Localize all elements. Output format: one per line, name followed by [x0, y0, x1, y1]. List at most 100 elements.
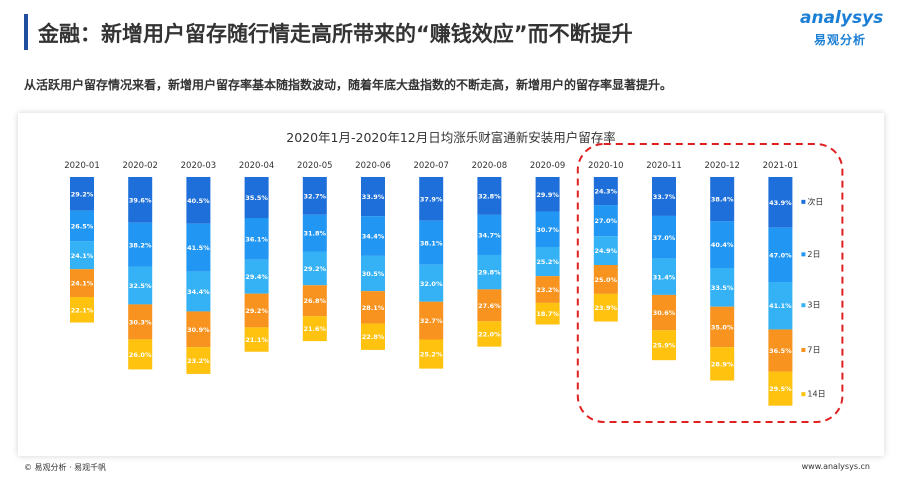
- bar-segment: [70, 297, 94, 323]
- data-label: 34.4%: [187, 288, 210, 296]
- page-title: 金融：新增用户留存随行情走高所带来的“赚钱效应”而不断提升: [38, 22, 633, 46]
- bar-segment: [186, 311, 211, 348]
- data-label: 33.7%: [653, 193, 676, 201]
- legend-label: 3日: [807, 301, 820, 310]
- bar-segment: [361, 216, 385, 256]
- data-label: 29.5%: [769, 385, 792, 393]
- bar-segment: [477, 321, 502, 347]
- bar-segment: [652, 177, 676, 216]
- bar-segment: [768, 227, 793, 282]
- bar-segment: [710, 177, 735, 222]
- bar-segment: [535, 246, 560, 277]
- data-label: 24.1%: [71, 280, 94, 288]
- category-label: 2020-08: [472, 161, 508, 171]
- bar-segment: [419, 339, 444, 369]
- category-label: 2020-10: [588, 161, 624, 171]
- data-label: 18.7%: [536, 310, 559, 318]
- data-label: 31.4%: [653, 273, 676, 281]
- bar-segment: [535, 211, 560, 247]
- data-label: 21.6%: [304, 325, 327, 333]
- category-label: 2020-04: [239, 161, 275, 171]
- data-label: 34.4%: [362, 233, 385, 241]
- data-label: 29.8%: [478, 269, 501, 277]
- data-label: 22.1%: [71, 306, 94, 314]
- data-label: 24.9%: [595, 247, 618, 255]
- bar-segment: [186, 223, 211, 272]
- bar-segment: [593, 236, 618, 266]
- title-accent-bar: [24, 14, 28, 50]
- data-label: 41.1%: [769, 302, 792, 310]
- bar-segment: [535, 276, 560, 303]
- bar-segment: [768, 329, 793, 372]
- data-label: 40.5%: [187, 197, 210, 205]
- bar-segment: [593, 265, 618, 294]
- data-label: 40.4%: [711, 241, 734, 249]
- data-label: 29.2%: [71, 190, 94, 198]
- bar-segment: [244, 218, 269, 260]
- legend-label: 次日: [807, 196, 823, 206]
- data-label: 36.5%: [769, 347, 792, 355]
- analysys-logo: analysys 易观分析: [800, 8, 890, 52]
- bar-segment: [244, 327, 269, 352]
- data-label: 43.9%: [769, 199, 792, 207]
- bar-segment: [361, 177, 385, 217]
- bar-segment: [593, 177, 618, 206]
- data-label: 41.5%: [187, 244, 210, 252]
- bar-segment: [128, 222, 153, 267]
- data-label: 24.3%: [595, 188, 618, 196]
- bar-segment: [128, 266, 153, 305]
- data-label: 30.9%: [187, 326, 210, 334]
- data-label: 26.0%: [129, 351, 152, 359]
- bar-segment: [652, 215, 676, 259]
- bar-segment: [477, 177, 502, 215]
- category-label: 2020-06: [355, 161, 391, 171]
- legend-label: 14日: [807, 390, 825, 399]
- data-label: 29.2%: [245, 307, 268, 315]
- bar-segment: [652, 330, 676, 361]
- bar-segment: [768, 371, 793, 406]
- legend-swatch: [801, 252, 806, 257]
- data-label: 32.0%: [420, 280, 443, 288]
- category-label: 2021-01: [763, 161, 799, 171]
- page-subtitle: 从活跃用户留存情况来看，新增用户留存率基本随指数波动，随着年底大盘指数的不断走高…: [24, 78, 673, 92]
- bar-segment: [652, 294, 676, 331]
- category-label: 2020-07: [413, 161, 449, 171]
- retention-stacked-bar-chart: 2020年1月-2020年12月日均涨乐财富通新安装用户留存率 2020-01 2…: [64, 130, 844, 423]
- data-label: 39.6%: [129, 196, 152, 204]
- data-label: 28.1%: [362, 304, 385, 312]
- legend-swatch: [801, 199, 806, 204]
- data-label: 25.2%: [536, 258, 559, 266]
- legend-swatch: [801, 392, 806, 397]
- data-label: 32.7%: [304, 192, 327, 200]
- bar-segment: [302, 316, 327, 342]
- data-label: 22.0%: [478, 330, 501, 338]
- data-label: 24.1%: [71, 252, 94, 260]
- data-label: 38.1%: [420, 239, 443, 247]
- data-label: 26.5%: [71, 223, 94, 231]
- data-label: 29.9%: [536, 191, 559, 199]
- data-label: 35.5%: [245, 194, 268, 202]
- data-label: 23.2%: [536, 286, 559, 294]
- data-label: 38.2%: [129, 241, 152, 249]
- legend-swatch: [801, 348, 806, 353]
- bar-segment: [128, 304, 153, 340]
- bar-segment: [710, 268, 735, 307]
- bar-segment: [768, 177, 793, 228]
- bar-segment: [419, 177, 444, 221]
- data-label: 37.9%: [420, 195, 443, 203]
- data-label: 23.9%: [595, 304, 618, 312]
- bar-segment: [186, 347, 211, 374]
- bar-segment: [70, 210, 94, 242]
- bar-segment: [244, 177, 269, 219]
- category-label: 2020-05: [297, 161, 333, 171]
- bar-segment: [244, 259, 269, 294]
- bar-segment: [477, 289, 502, 322]
- data-label: 27.6%: [478, 302, 501, 310]
- bar-segment: [710, 347, 735, 381]
- bar-segment: [710, 306, 735, 348]
- data-label: 35.0%: [711, 323, 734, 331]
- bar-segment: [593, 293, 618, 322]
- data-label: 34.7%: [478, 231, 501, 239]
- bar-segment: [128, 177, 153, 223]
- data-label: 30.7%: [536, 226, 559, 234]
